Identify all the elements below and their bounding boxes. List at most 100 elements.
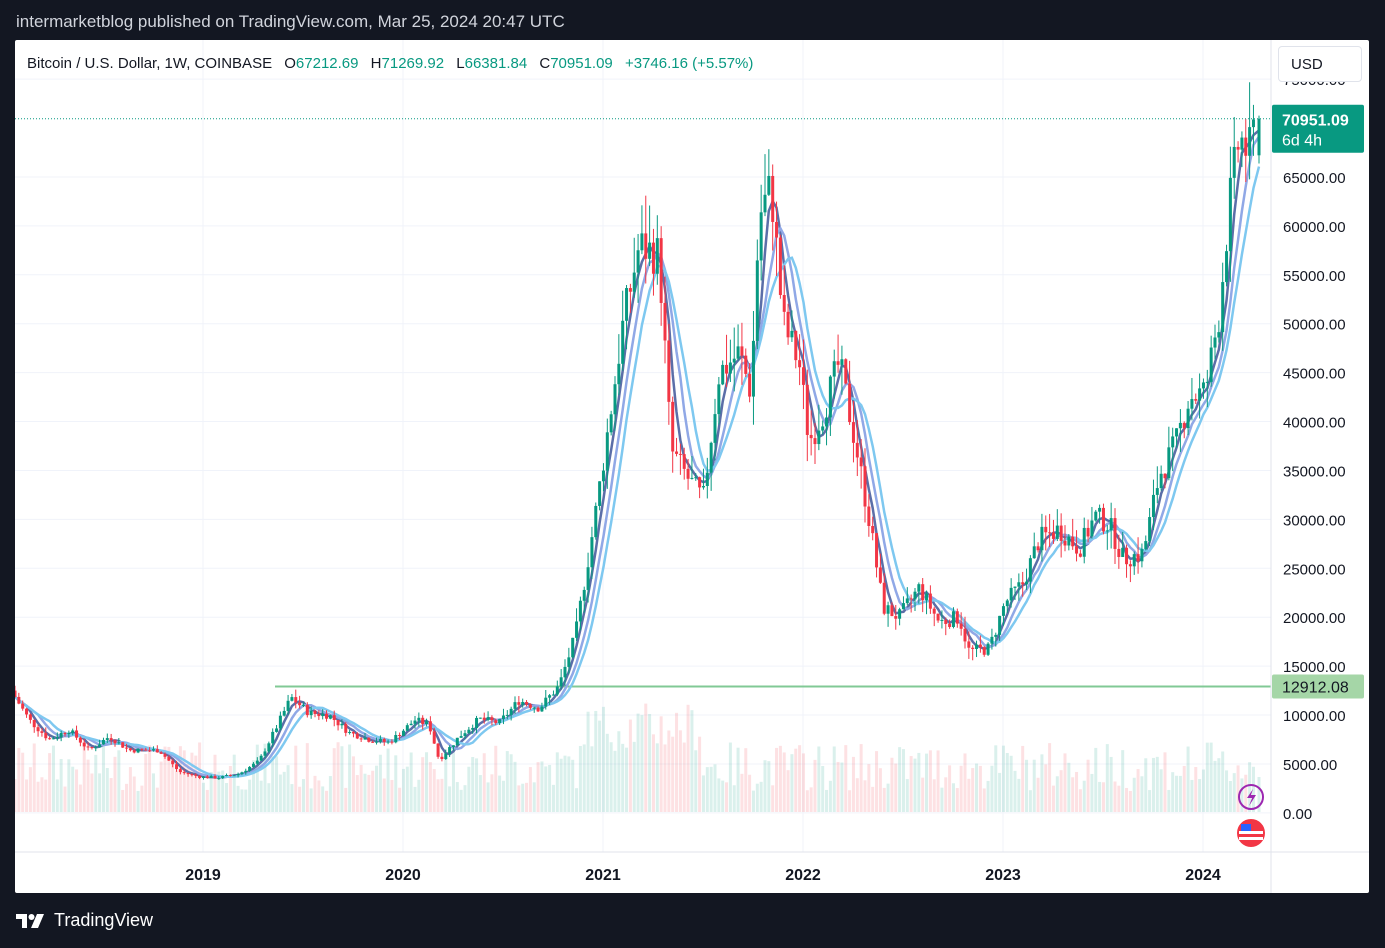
candle-body xyxy=(1028,558,1032,582)
candle-body xyxy=(282,710,286,716)
volume-bar xyxy=(428,762,432,812)
last-price-value: 70951.09 xyxy=(1282,113,1349,130)
volume-bar xyxy=(1036,777,1040,812)
candle-body xyxy=(755,260,759,341)
volume-bar xyxy=(575,788,579,812)
volume-bar xyxy=(482,753,486,812)
volume-bar xyxy=(613,750,617,812)
candle-body xyxy=(1001,606,1005,616)
close-value: 70951.09 xyxy=(550,55,613,72)
candle-body xyxy=(521,702,525,705)
candle-body xyxy=(1082,527,1086,557)
volume-bar xyxy=(94,754,98,812)
candle-body xyxy=(40,731,44,733)
volume-bar xyxy=(863,780,867,812)
volume-bar xyxy=(1078,789,1082,812)
candle-body xyxy=(286,700,290,711)
candle-body xyxy=(517,702,521,705)
price-tick-label: 0.00 xyxy=(1283,806,1312,823)
volume-bar xyxy=(1055,776,1059,812)
volume-bar xyxy=(663,744,667,812)
volume-bar xyxy=(1159,769,1163,812)
price-tick-label: 20000.00 xyxy=(1283,610,1346,627)
volume-bar xyxy=(1178,775,1182,812)
candle-body xyxy=(232,775,236,777)
volume-bar xyxy=(875,751,879,812)
candle-body xyxy=(601,470,605,482)
candle-body xyxy=(205,776,209,778)
volume-bar xyxy=(32,743,36,812)
volume-bar xyxy=(648,714,652,812)
volume-bar xyxy=(332,748,336,812)
volume-bar xyxy=(1182,765,1186,812)
candle-body xyxy=(478,717,482,719)
candle-body xyxy=(751,340,755,397)
volume-bar xyxy=(48,753,52,812)
candle-body xyxy=(275,728,279,732)
time-tick-label: 2019 xyxy=(185,867,221,884)
price-tick-label: 25000.00 xyxy=(1283,561,1346,578)
candle-body xyxy=(401,730,405,736)
candle-body xyxy=(125,747,129,749)
volume-bar xyxy=(298,786,302,812)
candle-body xyxy=(1148,517,1152,542)
volume-bar xyxy=(1071,777,1075,812)
candle-body xyxy=(975,644,979,649)
candle-body xyxy=(778,237,782,296)
price-chart[interactable]: 75000.0065000.0060000.0055000.0050000.00… xyxy=(15,40,1369,893)
candle-body xyxy=(1005,600,1009,607)
candle-body xyxy=(171,760,175,765)
volume-bar xyxy=(132,776,136,812)
candle-body xyxy=(767,175,771,195)
candle-body xyxy=(713,414,717,443)
volume-bar xyxy=(694,750,698,812)
candle-body xyxy=(1125,547,1129,565)
candle-body xyxy=(175,764,179,770)
volume-bar xyxy=(255,744,259,812)
volume-bar xyxy=(321,786,325,812)
volume-bar xyxy=(128,767,132,812)
ma-mid-line xyxy=(15,135,1261,779)
volume-bar xyxy=(632,741,636,812)
volume-bar xyxy=(775,747,779,812)
candle-body xyxy=(605,432,609,471)
volume-bar xyxy=(655,743,659,812)
candle-body xyxy=(948,623,952,627)
volume-bar xyxy=(178,746,182,812)
volume-bar xyxy=(159,761,163,812)
volume-bar xyxy=(509,754,513,812)
candle-body xyxy=(805,384,809,435)
candle-body xyxy=(886,605,890,614)
volume-bar xyxy=(1109,756,1113,812)
candle-body xyxy=(132,750,136,753)
candle-body xyxy=(463,733,467,737)
candle-body xyxy=(698,477,702,488)
price-tick-label: 40000.00 xyxy=(1283,415,1346,432)
candle-body xyxy=(467,729,471,734)
volume-bar xyxy=(944,777,948,812)
volume-bar xyxy=(728,742,732,812)
candle-body xyxy=(159,752,163,754)
candle-body xyxy=(736,346,740,359)
candle-body xyxy=(86,746,90,748)
volume-bar xyxy=(436,779,440,812)
volume-bar xyxy=(363,773,367,812)
volume-bar xyxy=(344,787,348,812)
candle-body xyxy=(301,704,305,706)
volume-bar xyxy=(582,744,586,812)
candle-body xyxy=(1236,146,1240,150)
flag-canton xyxy=(1241,824,1251,831)
candle-body xyxy=(1086,527,1090,537)
volume-bar xyxy=(55,779,59,812)
time-tick-label: 2021 xyxy=(585,867,621,884)
currency-button[interactable]: USD xyxy=(1278,46,1362,82)
volume-bar xyxy=(459,789,463,812)
candle-body xyxy=(425,721,429,724)
candle-body xyxy=(332,715,336,721)
volume-bar xyxy=(717,778,721,812)
chart-frame[interactable]: 75000.0065000.0060000.0055000.0050000.00… xyxy=(15,40,1369,893)
flag-stripe xyxy=(1239,831,1263,834)
footer-brand[interactable]: TradingView xyxy=(16,910,153,931)
candle-body xyxy=(540,706,544,712)
price-tick-label: 55000.00 xyxy=(1283,268,1346,285)
